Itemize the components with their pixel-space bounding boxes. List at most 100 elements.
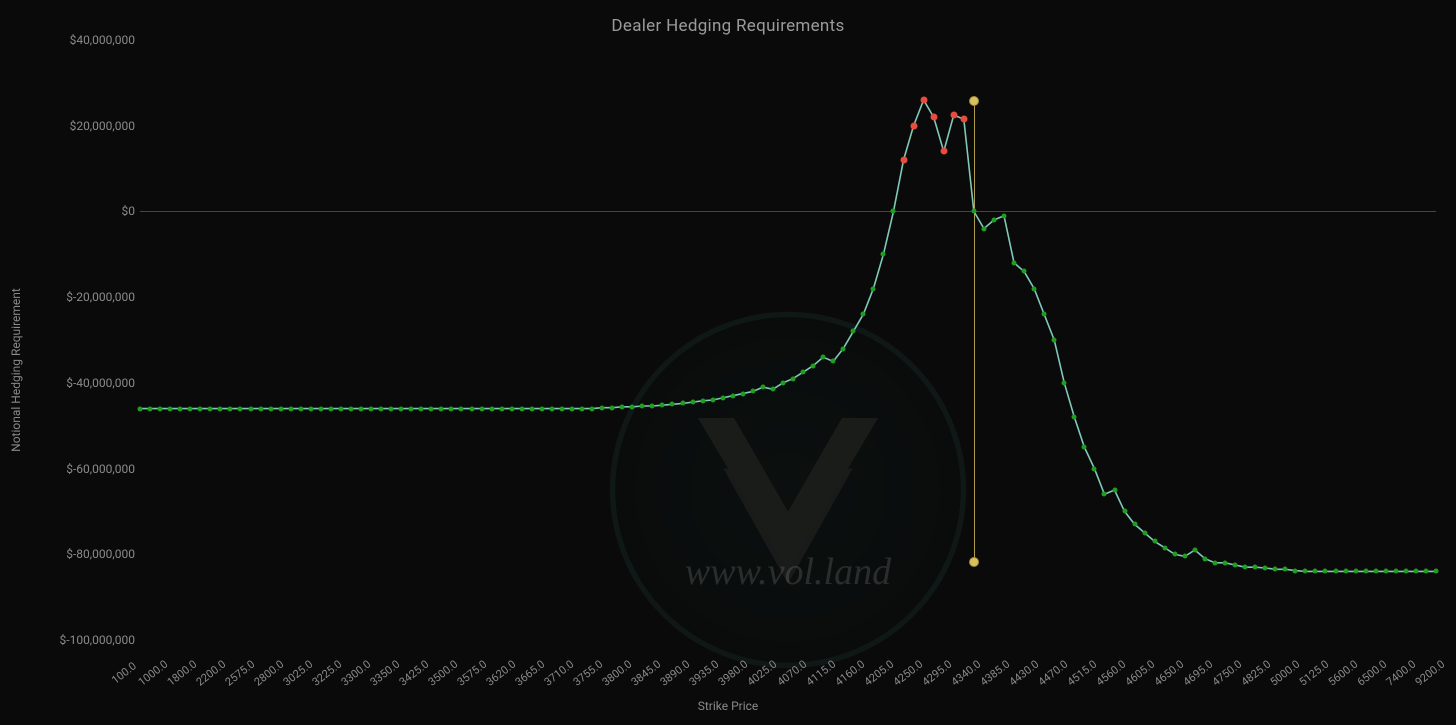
data-point[interactable] (1293, 568, 1298, 573)
data-point[interactable] (1423, 569, 1428, 574)
data-point[interactable] (760, 385, 765, 390)
data-point[interactable] (459, 406, 464, 411)
data-point[interactable] (1182, 554, 1187, 559)
data-point[interactable] (298, 406, 303, 411)
data-point[interactable] (570, 406, 575, 411)
data-point[interactable] (1223, 560, 1228, 565)
data-point[interactable] (389, 406, 394, 411)
data-point[interactable] (248, 406, 253, 411)
data-point[interactable] (1022, 269, 1027, 274)
data-point[interactable] (1373, 569, 1378, 574)
data-point[interactable] (188, 406, 193, 411)
data-point[interactable] (1112, 488, 1117, 493)
data-point[interactable] (600, 405, 605, 410)
data-point[interactable] (278, 406, 283, 411)
data-point[interactable] (1434, 569, 1439, 574)
data-point[interactable] (258, 406, 263, 411)
data-point[interactable] (228, 406, 233, 411)
data-point[interactable] (519, 406, 524, 411)
data-point[interactable] (1383, 569, 1388, 574)
data-point[interactable] (720, 395, 725, 400)
data-point[interactable] (950, 112, 957, 119)
data-point[interactable] (700, 398, 705, 403)
data-point[interactable] (791, 376, 796, 381)
data-point[interactable] (750, 389, 755, 394)
data-point[interactable] (328, 406, 333, 411)
data-point[interactable] (1202, 556, 1207, 561)
data-point[interactable] (920, 97, 927, 104)
data-point[interactable] (1042, 312, 1047, 317)
data-point[interactable] (1243, 565, 1248, 570)
data-point[interactable] (1393, 569, 1398, 574)
data-point[interactable] (529, 406, 534, 411)
data-point[interactable] (359, 406, 364, 411)
data-point[interactable] (419, 406, 424, 411)
data-point[interactable] (1012, 260, 1017, 265)
data-point[interactable] (1192, 548, 1197, 553)
data-point[interactable] (1413, 569, 1418, 574)
data-point[interactable] (559, 406, 564, 411)
data-point[interactable] (881, 252, 886, 257)
data-point[interactable] (580, 406, 585, 411)
data-point[interactable] (660, 403, 665, 408)
data-point[interactable] (940, 148, 947, 155)
data-point[interactable] (801, 370, 806, 375)
data-point[interactable] (1002, 213, 1007, 218)
data-point[interactable] (1172, 552, 1177, 557)
data-point[interactable] (1343, 569, 1348, 574)
data-point[interactable] (1162, 545, 1167, 550)
data-point[interactable] (489, 406, 494, 411)
data-point[interactable] (1122, 509, 1127, 514)
data-point[interactable] (218, 406, 223, 411)
data-point[interactable] (690, 400, 695, 405)
data-point[interactable] (900, 157, 907, 164)
data-point[interactable] (1052, 338, 1057, 343)
data-point[interactable] (981, 226, 986, 231)
data-point[interactable] (429, 406, 434, 411)
data-point[interactable] (871, 286, 876, 291)
data-point[interactable] (770, 387, 775, 392)
data-point[interactable] (670, 402, 675, 407)
data-point[interactable] (439, 406, 444, 411)
data-point[interactable] (1062, 380, 1067, 385)
data-point[interactable] (1032, 286, 1037, 291)
data-point[interactable] (1092, 466, 1097, 471)
data-point[interactable] (811, 363, 816, 368)
data-point[interactable] (1142, 530, 1147, 535)
data-point[interactable] (469, 406, 474, 411)
data-point[interactable] (1283, 567, 1288, 572)
data-point[interactable] (1253, 565, 1258, 570)
data-point[interactable] (1313, 569, 1318, 574)
data-point[interactable] (318, 406, 323, 411)
data-point[interactable] (348, 406, 353, 411)
data-point[interactable] (1303, 569, 1308, 574)
data-point[interactable] (841, 346, 846, 351)
data-point[interactable] (338, 406, 343, 411)
data-point[interactable] (379, 406, 384, 411)
data-point[interactable] (831, 359, 836, 364)
data-point[interactable] (1333, 569, 1338, 574)
data-point[interactable] (891, 209, 896, 214)
data-point[interactable] (1152, 539, 1157, 544)
data-point[interactable] (238, 406, 243, 411)
data-point[interactable] (991, 218, 996, 223)
data-point[interactable] (630, 404, 635, 409)
data-point[interactable] (509, 406, 514, 411)
data-point[interactable] (590, 406, 595, 411)
data-point[interactable] (1273, 567, 1278, 572)
data-point[interactable] (178, 406, 183, 411)
data-point[interactable] (971, 209, 976, 214)
data-point[interactable] (479, 406, 484, 411)
data-point[interactable] (610, 405, 615, 410)
data-point[interactable] (851, 329, 856, 334)
data-point[interactable] (650, 404, 655, 409)
data-point[interactable] (549, 406, 554, 411)
data-point[interactable] (780, 380, 785, 385)
plot-area[interactable]: www.vol.land (140, 40, 1436, 640)
data-point[interactable] (449, 406, 454, 411)
data-point[interactable] (1403, 569, 1408, 574)
data-point[interactable] (640, 404, 645, 409)
data-point[interactable] (288, 406, 293, 411)
data-point[interactable] (1263, 566, 1268, 571)
data-point[interactable] (910, 122, 917, 129)
